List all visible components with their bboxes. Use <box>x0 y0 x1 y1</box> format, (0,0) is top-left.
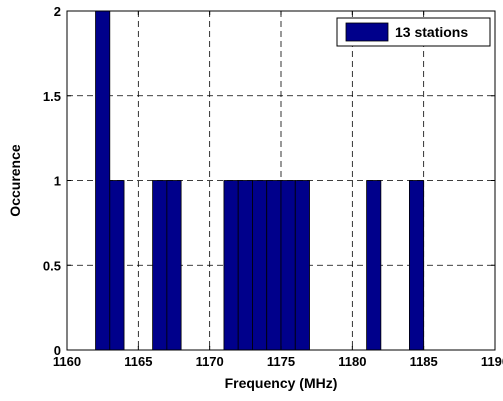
histogram-bar <box>252 180 268 351</box>
legend: 13 stations <box>336 17 491 47</box>
y-tick-label: 0 <box>54 343 61 358</box>
y-tick-label: 1.5 <box>43 89 61 104</box>
legend-entry: 13 stations <box>395 24 468 40</box>
histogram-bar <box>95 10 111 351</box>
x-tick-label: 1180 <box>338 354 366 369</box>
x-tick-label: 1185 <box>410 354 438 369</box>
x-tick-label: 1160 <box>53 354 81 369</box>
histogram-bar <box>109 180 125 351</box>
histogram-bar <box>266 180 282 351</box>
histogram-bar <box>408 180 425 351</box>
histogram-bar <box>294 180 310 351</box>
y-axis-ticks: 0 0.5 1 1.5 2 <box>43 4 495 358</box>
histogram-bar <box>152 180 168 351</box>
y-tick-label: 2 <box>54 4 61 19</box>
histogram-bar <box>280 180 296 351</box>
histogram-bar <box>366 180 382 351</box>
y-tick-label: 1 <box>54 174 61 189</box>
x-axis-label: Frequency (MHz) <box>225 375 338 391</box>
y-axis-label: Occurence <box>7 144 23 217</box>
histogram-bar <box>223 180 239 351</box>
legend-swatch <box>345 22 389 42</box>
y-tick-label: 0.5 <box>43 258 61 273</box>
histogram-bar <box>166 180 182 351</box>
histogram-bar <box>237 180 253 351</box>
x-tick-label: 1170 <box>196 354 224 369</box>
x-tick-label: 1165 <box>124 354 152 369</box>
x-tick-label: 1175 <box>267 354 295 369</box>
